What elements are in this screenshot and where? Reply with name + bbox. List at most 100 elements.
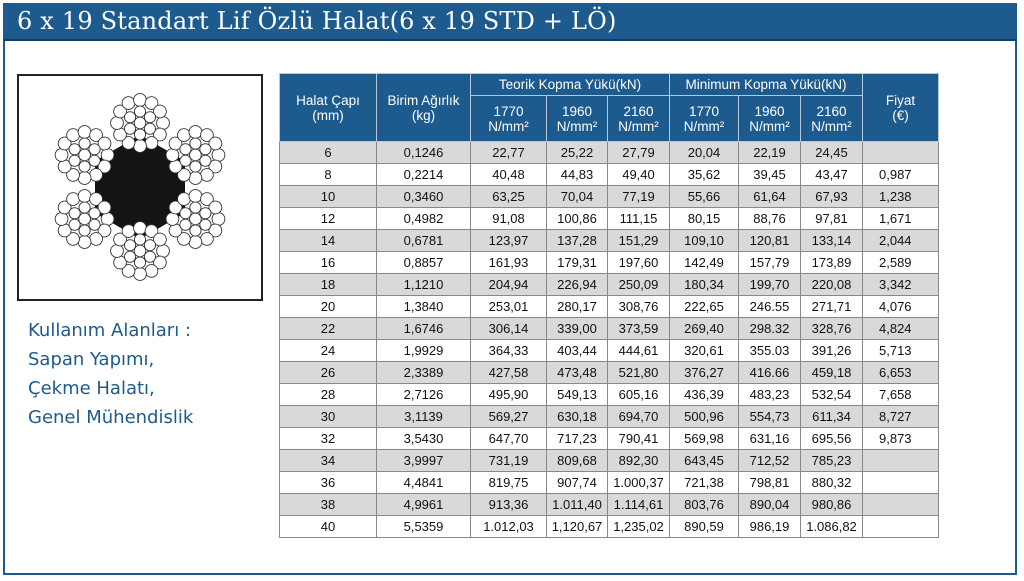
table-cell: 63,25 <box>470 185 547 208</box>
usage-item: Çekme Halatı, <box>28 378 155 399</box>
table-cell: 569,27 <box>470 405 547 428</box>
table-row: 32 3,5430 647,70 717,23 790,41 569,98 631,16 69… <box>279 427 939 450</box>
table-cell: 731,19 <box>470 449 547 472</box>
price-cell: 5,713 <box>862 339 939 362</box>
table-cell: 473,48 <box>546 361 608 384</box>
table-cell: 1.000,37 <box>607 471 670 494</box>
table-cell: 280,17 <box>546 295 608 318</box>
page-title: 6 x 19 Standart Lif Özlü Halat(6 x 19 ST… <box>17 7 617 35</box>
table-cell: 521,80 <box>607 361 670 384</box>
header-grade: 1960 N/mm² <box>546 95 608 142</box>
table-cell: 306,14 <box>470 317 547 340</box>
table-cell: 18 <box>279 273 377 296</box>
table-cell: 907,74 <box>546 471 608 494</box>
table-cell: 1,235,02 <box>607 515 670 538</box>
table-cell: 1,3840 <box>376 295 471 318</box>
table-cell: 717,23 <box>546 427 608 450</box>
price-cell <box>862 471 939 494</box>
table-row: 24 1,9929 364,33 403,44 444,61 320,61 355.03 39… <box>279 339 939 362</box>
table-cell: 500,96 <box>669 405 739 428</box>
table-cell: 161,93 <box>470 251 547 274</box>
table-row: 20 1,3840 253,01 280,17 308,76 222,65 246.55 27… <box>279 295 939 318</box>
table-cell: 0,8857 <box>376 251 471 274</box>
table-cell: 339,00 <box>546 317 608 340</box>
table-cell: 694,70 <box>607 405 670 428</box>
grade-unit: N/mm² <box>488 118 529 134</box>
table-cell: 38 <box>279 493 377 516</box>
price-cell: 4,824 <box>862 317 939 340</box>
table-cell: 695,56 <box>800 427 863 450</box>
table-cell: 1.086,82 <box>800 515 863 538</box>
table-cell: 36 <box>279 471 377 494</box>
table-cell: 785,23 <box>800 449 863 472</box>
table-cell: 819,75 <box>470 471 547 494</box>
table-cell: 30 <box>279 405 377 428</box>
table-cell: 364,33 <box>470 339 547 362</box>
table-cell: 643,45 <box>669 449 739 472</box>
table-cell: 49,40 <box>607 163 670 186</box>
table-cell: 328,76 <box>800 317 863 340</box>
table-cell: 308,76 <box>607 295 670 318</box>
table-cell: 142,49 <box>669 251 739 274</box>
grade-unit: N/mm² <box>556 118 598 134</box>
table-row: 36 4,4841 819,75 907,74 1.000,37 721,38 798,81… <box>279 471 939 494</box>
table-cell: 111,15 <box>607 207 670 230</box>
table-cell: 549,13 <box>546 383 608 406</box>
table-row: 38 4,9961 913,36 1.011,40 1.114,61 803,76 890,… <box>279 493 939 516</box>
table-cell: 721,38 <box>669 471 739 494</box>
table-cell: 5,5359 <box>376 515 471 538</box>
table-cell: 24,45 <box>800 141 863 164</box>
header-theoretical-breaking-load: Teorik Kopma Yükü(kN) <box>470 72 670 97</box>
table-cell: 376,27 <box>669 361 739 384</box>
table-row: 16 0,8857 161,93 179,31 197,60 142,49 157,79 17… <box>279 251 939 274</box>
table-cell: 2,3389 <box>376 361 471 384</box>
table-cell: 40,48 <box>470 163 547 186</box>
table-cell: 0,6781 <box>376 229 471 252</box>
table-cell: 611,34 <box>800 405 863 428</box>
usage-item: Genel Mühendislik <box>28 407 194 428</box>
table-cell: 246.55 <box>738 295 801 318</box>
table-cell: 647,70 <box>470 427 547 450</box>
price-cell: 3,342 <box>862 273 939 296</box>
price-cell: 9,873 <box>862 427 939 450</box>
grade-value: 1960 <box>561 103 593 119</box>
table-cell: 320,61 <box>669 339 739 362</box>
table-cell: 20 <box>279 295 377 318</box>
table-cell: 22 <box>279 317 377 340</box>
table-cell: 39,45 <box>738 163 801 186</box>
table-cell: 271,71 <box>800 295 863 318</box>
table-cell: 790,41 <box>607 427 670 450</box>
table-cell: 180,34 <box>669 273 739 296</box>
table-row: 40 5,5359 1.012,03 1,120,67 1,235,02 890,59 98… <box>279 515 939 538</box>
table-cell: 890,04 <box>738 493 801 516</box>
table-cell: 61,64 <box>738 185 801 208</box>
table-cell: 34 <box>279 449 377 472</box>
table-cell: 151,29 <box>607 229 670 252</box>
table-cell: 199,70 <box>738 273 801 296</box>
price-cell: 6,653 <box>862 361 939 384</box>
price-cell: 1,238 <box>862 185 939 208</box>
grade-unit: N/mm² <box>811 118 852 134</box>
table-cell: 803,76 <box>669 493 739 516</box>
table-cell: 43,47 <box>800 163 863 186</box>
table-cell: 157,79 <box>738 251 801 274</box>
table-cell: 97,81 <box>800 207 863 230</box>
table-cell: 26 <box>279 361 377 384</box>
table-cell: 986,19 <box>738 515 801 538</box>
table-cell: 1,120,67 <box>546 515 608 538</box>
table-cell: 220,08 <box>800 273 863 296</box>
header-diameter: Halat Çapı (mm) <box>279 73 377 142</box>
grade-unit: N/mm² <box>683 118 725 134</box>
table-cell: 137,28 <box>546 229 608 252</box>
table-row: 22 1,6746 306,14 339,00 373,59 269,40 298.32 32… <box>279 317 939 340</box>
table-cell: 890,59 <box>669 515 739 538</box>
table-cell: 712,52 <box>738 449 801 472</box>
grade-value: 1770 <box>493 103 524 119</box>
table-cell: 226,94 <box>546 273 608 296</box>
table-row: 8 0,2214 40,48 44,83 49,40 35,62 39,45 43,47 0,9… <box>279 163 939 186</box>
table-cell: 3,1139 <box>376 405 471 428</box>
table-cell: 88,76 <box>738 207 801 230</box>
table-cell: 27,79 <box>607 141 670 164</box>
table-cell: 67,93 <box>800 185 863 208</box>
table-row: 26 2,3389 427,58 473,48 521,80 376,27 416.66 45… <box>279 361 939 384</box>
